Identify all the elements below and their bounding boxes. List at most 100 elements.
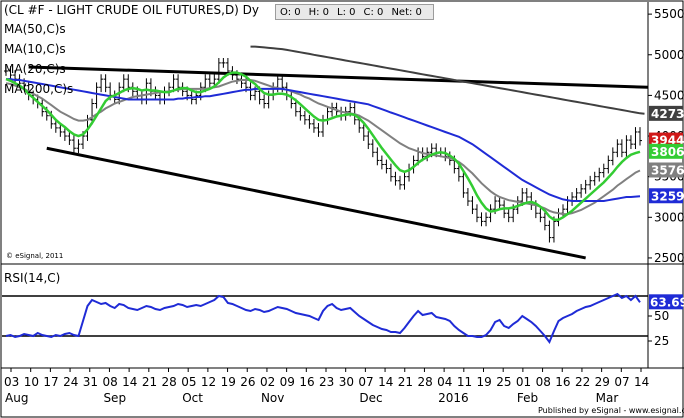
price-bar [474, 204, 479, 223]
price-bar [262, 94, 267, 109]
rsi-reference-lines [2, 295, 648, 337]
x-day-label: 14 [122, 375, 137, 389]
x-day-label: 19 [477, 375, 492, 389]
price-bar [638, 127, 642, 146]
price-bar [8, 66, 13, 80]
svg-text:3806: 3806 [651, 145, 684, 159]
price-tick-label: 4500 [654, 88, 684, 102]
trendlines [28, 65, 649, 260]
price-bar [524, 188, 529, 202]
rsi-polyline [5, 292, 641, 344]
x-day-label: 23 [319, 375, 334, 389]
chart-title: (CL #F - LIGHT CRUDE OIL FUTURES,D) Dy [4, 3, 260, 17]
price-bar [67, 131, 72, 145]
price-bar [384, 159, 389, 174]
rsi-panel[interactable]: 50 25 63.69 [2, 266, 684, 368]
price-bar [583, 179, 588, 194]
x-day-label: 25 [496, 375, 511, 389]
toolbar-open: O: 0 [280, 6, 301, 18]
x-month-label: Aug [5, 391, 28, 405]
price-bar [484, 212, 489, 227]
x-day-label: 02 [260, 375, 275, 389]
x-month-label: Mar [596, 391, 619, 405]
x-month-label: 2016 [438, 391, 469, 405]
x-day-label: 17 [43, 375, 58, 389]
price-bar [216, 58, 221, 85]
price-bar [94, 82, 99, 109]
price-bar [139, 90, 144, 105]
price-tick-label: 5000 [654, 48, 684, 62]
price-bar [456, 163, 461, 182]
x-month-label: Dec [359, 391, 382, 405]
price-bar [311, 118, 316, 133]
ohlc-toolbar: O: 0 H: 0 L: 0 C: 0 Net: 0 [275, 4, 434, 20]
price-bar [71, 135, 76, 154]
price-bar [579, 183, 584, 198]
x-month-label: Feb [517, 391, 538, 405]
x-day-label: 30 [339, 375, 354, 389]
price-bar [375, 147, 380, 166]
legend-entry: MA(200,C)s [4, 82, 73, 96]
toolbar-net: Net: 0 [391, 6, 422, 18]
price-bar [366, 131, 371, 150]
legend: MA(50,C)s MA(10,C)s MA(20,C)s MA(200,C)s RSI… [4, 22, 73, 285]
x-day-label: 26 [240, 375, 255, 389]
price-bar [610, 147, 615, 166]
price-bar [388, 163, 393, 182]
price-bar [99, 74, 104, 93]
price-bar [606, 155, 611, 174]
price-bar [397, 175, 402, 190]
price-panel[interactable]: 5500500045004000350030002500 42733944380… [4, 2, 684, 368]
x-day-label: 21 [142, 375, 157, 389]
price-bar [542, 212, 547, 231]
price-bar [321, 114, 325, 137]
svg-text:3259: 3259 [651, 189, 684, 203]
x-axis: 03 10 17 24 31 08 14 21 28 05 12 19 26 02 09 16 23 30 07 14… [4, 368, 649, 405]
x-day-label: 01 [516, 375, 531, 389]
price-y-axis: 5500500045004000350030002500 [648, 7, 684, 265]
price-tick-label: 3000 [654, 210, 684, 224]
price-bar [76, 139, 81, 154]
x-day-label: 04 [437, 375, 452, 389]
x-day-label: 19 [221, 375, 236, 389]
moving-averages [5, 45, 645, 221]
price-bar [624, 135, 629, 158]
toolbar-high: H: 0 [308, 6, 330, 18]
x-day-label: 07 [358, 375, 373, 389]
x-day-label: 29 [595, 375, 610, 389]
price-bar [103, 74, 108, 93]
legend-entry: MA(20,C)s [4, 62, 66, 76]
svg-text:3576: 3576 [651, 163, 684, 177]
x-day-label: 08 [536, 375, 551, 389]
rsi-tag-label: 63.69 [650, 295, 684, 309]
price-tick-label: 5500 [654, 7, 684, 21]
price-bar [407, 163, 412, 182]
price-bar [538, 208, 543, 223]
rsi-last-value-tag: 63.69 [649, 294, 684, 310]
x-day-label: 03 [4, 375, 19, 389]
x-day-label: 08 [102, 375, 117, 389]
price-bar [570, 192, 575, 206]
toolbar-low: L: 0 [337, 6, 356, 18]
price-bar [225, 58, 230, 76]
rsi-legend-entry: RSI(14,C) [4, 271, 60, 285]
price-bar [4, 66, 8, 76]
price-bar [556, 208, 561, 227]
price-bar [221, 58, 226, 68]
x-month-label: Oct [182, 391, 203, 405]
price-bar [461, 171, 466, 198]
copyright-text: © eSignal, 2011 [6, 252, 63, 260]
price-bar [402, 171, 407, 190]
price-bar [379, 155, 384, 170]
x-day-label: 09 [280, 375, 295, 389]
rsi-tag-box [649, 294, 683, 310]
ma200-line [250, 45, 645, 115]
price-bar [506, 208, 511, 223]
price-bar [370, 139, 375, 158]
svg-text:4273: 4273 [651, 107, 684, 121]
price-bar [302, 110, 307, 125]
price-bar [393, 171, 398, 186]
last-value-tag: 3259 [649, 188, 684, 204]
